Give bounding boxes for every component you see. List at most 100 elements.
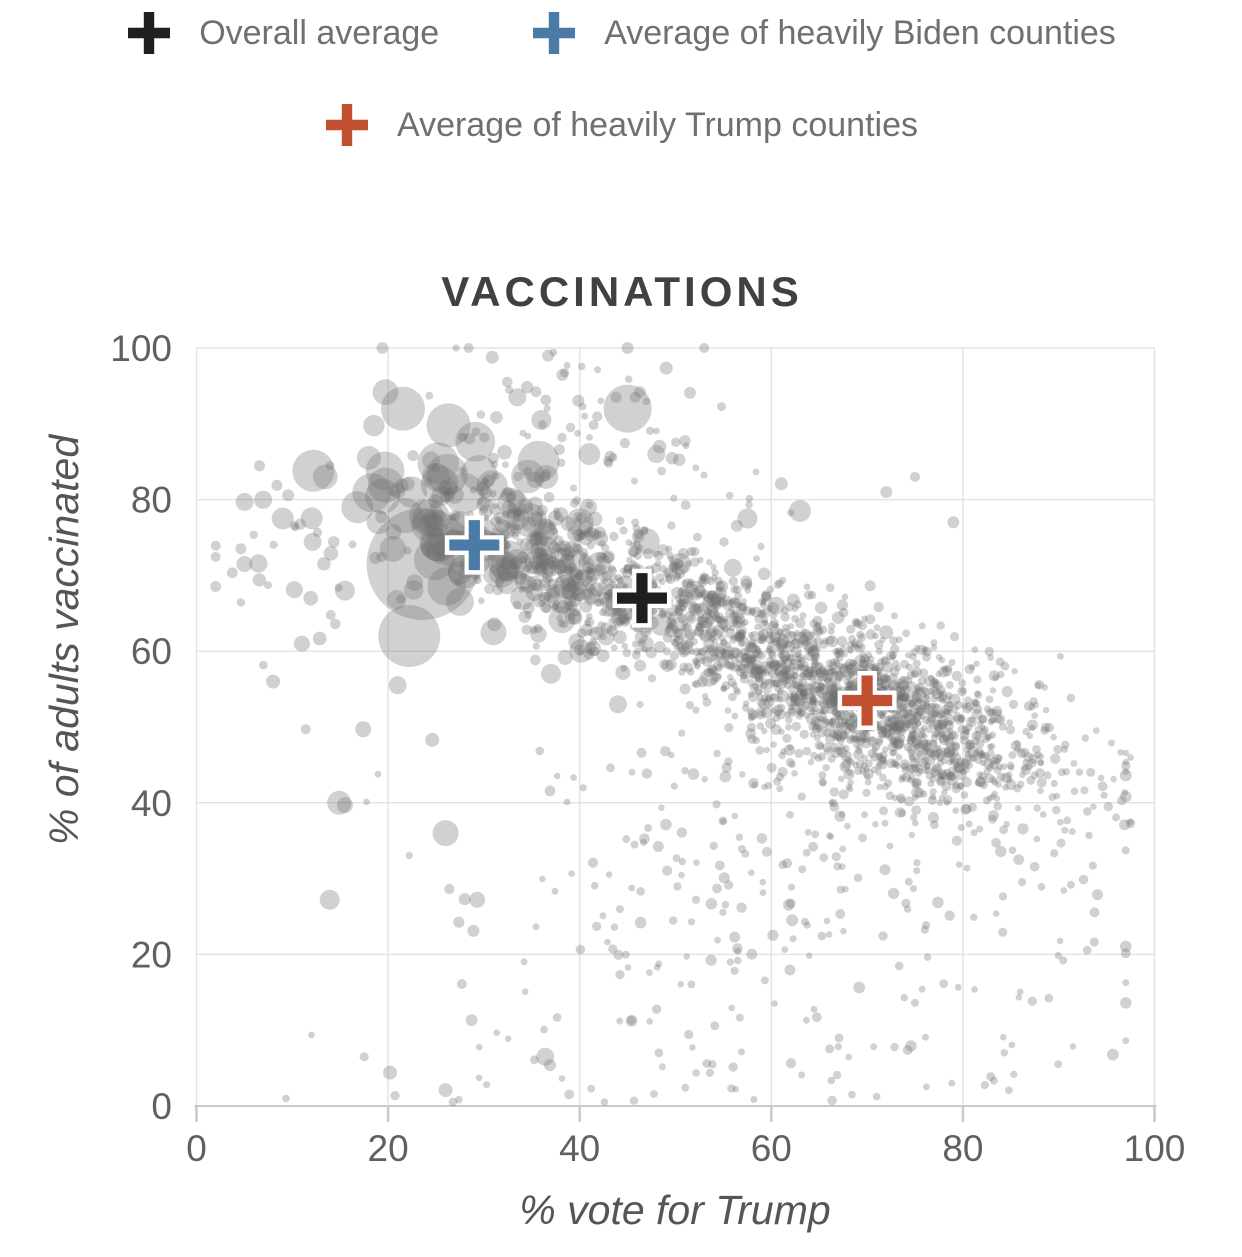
county-point xyxy=(836,710,846,721)
county-point xyxy=(620,614,631,625)
county-point xyxy=(1042,706,1050,714)
county-point xyxy=(728,576,738,586)
county-point xyxy=(889,749,896,757)
county-point xyxy=(810,1005,818,1013)
county-point xyxy=(569,566,576,573)
county-point xyxy=(940,750,948,758)
county-point xyxy=(264,581,272,590)
county-point xyxy=(909,701,917,709)
county-point xyxy=(859,659,870,669)
county-point xyxy=(565,422,576,433)
county-point xyxy=(901,682,909,689)
county-point xyxy=(252,573,267,587)
county-point xyxy=(584,575,593,584)
county-point xyxy=(698,602,709,613)
county-point xyxy=(567,612,576,621)
county-point xyxy=(904,877,913,886)
county-point xyxy=(715,580,726,591)
county-point xyxy=(746,948,758,960)
county-point xyxy=(762,668,771,677)
county-point xyxy=(924,766,932,774)
county-point xyxy=(1053,745,1063,754)
county-point xyxy=(979,781,988,790)
county-point xyxy=(741,849,750,858)
county-point xyxy=(864,662,875,673)
county-point xyxy=(808,841,819,852)
county-point xyxy=(908,753,916,761)
county-point xyxy=(823,673,833,683)
county-point xyxy=(670,557,684,571)
county-point xyxy=(811,663,818,670)
county-point xyxy=(659,610,667,618)
county-point xyxy=(917,738,924,745)
county-point xyxy=(440,488,455,503)
county-point xyxy=(905,652,912,659)
county-point xyxy=(622,648,632,658)
county-point xyxy=(608,453,618,462)
county-point xyxy=(575,944,586,955)
county-point xyxy=(870,1043,878,1051)
county-point xyxy=(578,443,601,466)
county-point xyxy=(976,825,984,833)
county-point xyxy=(627,545,640,558)
county-point xyxy=(761,616,769,624)
county-point xyxy=(810,666,817,673)
county-point xyxy=(738,612,745,619)
county-point xyxy=(895,717,904,726)
county-point xyxy=(681,767,689,775)
county-point xyxy=(790,680,798,689)
county-point xyxy=(530,532,540,542)
county-point xyxy=(880,656,891,666)
county-point xyxy=(729,597,741,609)
county-point xyxy=(805,666,815,676)
county-point xyxy=(994,709,1002,717)
county-point xyxy=(823,728,832,738)
county-point xyxy=(330,618,341,630)
county-point xyxy=(876,720,889,732)
county-point xyxy=(970,829,978,837)
county-point xyxy=(1092,889,1103,901)
county-point xyxy=(908,717,916,725)
county-point xyxy=(711,638,719,645)
county-point xyxy=(1037,753,1044,760)
county-point xyxy=(863,766,870,773)
county-point xyxy=(733,619,741,628)
county-point xyxy=(850,641,858,648)
county-point xyxy=(475,1074,483,1082)
county-point xyxy=(967,802,977,812)
county-point xyxy=(752,468,760,476)
county-point xyxy=(629,391,641,403)
county-point xyxy=(938,693,947,702)
county-point xyxy=(678,589,694,605)
county-point xyxy=(690,587,701,599)
county-point xyxy=(613,617,625,628)
county-point xyxy=(724,723,734,733)
county-point xyxy=(505,385,514,394)
county-point xyxy=(714,860,725,871)
county-point xyxy=(773,669,781,676)
county-point xyxy=(961,702,969,709)
county-point xyxy=(758,698,771,710)
county-point xyxy=(719,908,727,917)
county-point xyxy=(542,574,552,584)
county-point xyxy=(490,551,521,582)
county-point xyxy=(968,754,976,762)
county-point xyxy=(679,624,687,632)
county-point xyxy=(711,614,719,621)
county-point xyxy=(1005,1086,1013,1095)
county-point xyxy=(745,641,757,653)
county-point xyxy=(809,669,819,678)
county-point xyxy=(832,1070,842,1080)
county-point xyxy=(734,665,742,672)
county-point xyxy=(988,670,1000,682)
county-point xyxy=(567,610,583,625)
county-point xyxy=(898,714,906,723)
county-point xyxy=(702,595,710,602)
county-point xyxy=(731,712,739,720)
county-point xyxy=(788,760,796,769)
county-point xyxy=(675,598,688,611)
county-point xyxy=(445,587,474,616)
county-point xyxy=(1028,753,1039,764)
county-point xyxy=(801,669,813,681)
x-tick-label: 20 xyxy=(368,1128,409,1169)
